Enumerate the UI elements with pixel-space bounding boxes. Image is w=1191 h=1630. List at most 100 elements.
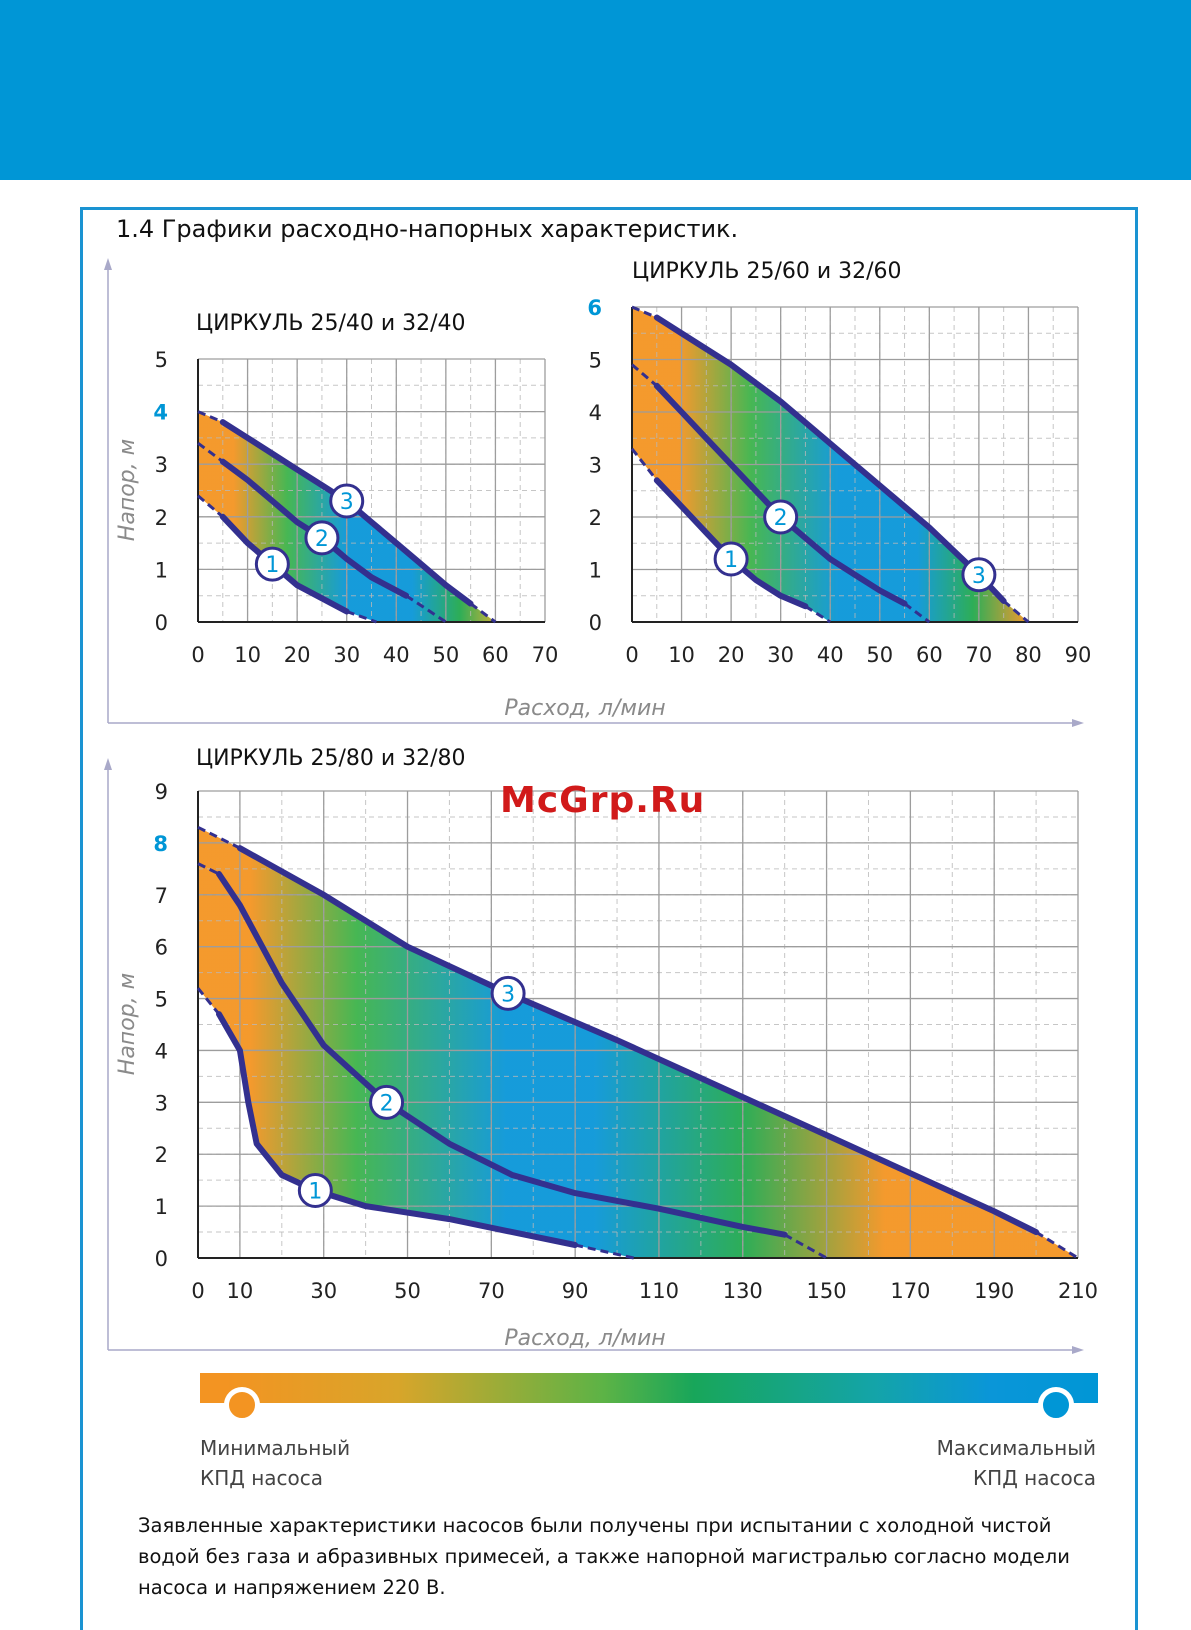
y-tick-label: 5: [589, 349, 602, 373]
curve-2-dash-start: [197, 441, 224, 463]
curve-1-dash-end: [804, 605, 832, 624]
x-tick-label: 20: [284, 643, 311, 667]
x-tick-label: 70: [966, 643, 993, 667]
chart-title: ЦИРКУЛЬ 25/60 и 32/60: [632, 259, 902, 284]
curve-label-circle-2: [369, 1084, 405, 1120]
curve-label-circle-1: [297, 1173, 333, 1209]
x-tick-label: 60: [916, 643, 943, 667]
chart-title: ЦИРКУЛЬ 25/40 и 32/40: [196, 311, 466, 336]
curve-label-3: 3: [972, 564, 986, 589]
curve-3-dash-end: [1002, 599, 1030, 624]
curve-2: [216, 871, 788, 1238]
curve-label-2: 2: [315, 527, 329, 552]
y-tick-label: 5: [155, 988, 168, 1012]
y-tick-label: 4: [589, 401, 602, 425]
curve-label-circle-3: [490, 975, 526, 1011]
y-tick-label: 7: [155, 884, 168, 908]
x-tick-label: 210: [1058, 1279, 1098, 1303]
max-efficiency-label-line2: КПД насоса: [972, 1466, 1096, 1490]
x-tick-label: 20: [718, 643, 745, 667]
y-axis-label: Напор, м: [115, 973, 140, 1075]
y-tick-label: 3: [155, 1091, 168, 1115]
curve-1: [216, 1011, 579, 1248]
curve-label-circle-3: [961, 557, 997, 593]
x-tick-label: 0: [191, 1279, 204, 1303]
y-tick-label: 0: [589, 611, 602, 635]
curve-2-dash-start: [197, 862, 220, 876]
chart-title: ЦИРКУЛЬ 25/80 и 32/80: [196, 746, 466, 771]
x-tick-label: 90: [1065, 643, 1092, 667]
x-tick-label: 50: [866, 643, 893, 667]
curve-1-dash-start: [196, 987, 221, 1016]
x-tick-label: 30: [310, 1279, 337, 1303]
curve-3: [236, 845, 1040, 1236]
curve-label-3: 3: [340, 490, 354, 515]
efficiency-gradient-bar: [200, 1373, 1098, 1403]
curve-3-dash-end: [1035, 1230, 1079, 1260]
curve-label-circle-1: [713, 541, 749, 577]
x-axis-label: Расход, л/мин: [504, 1326, 665, 1351]
x-tick-label: 170: [890, 1279, 930, 1303]
curve-label-circle-1: [254, 546, 290, 582]
x-tick-label: 80: [1015, 643, 1042, 667]
curve-label-2: 2: [380, 1091, 394, 1116]
x-tick-label: 150: [807, 1279, 847, 1303]
y-tick-label: 4: [153, 401, 168, 425]
max-efficiency-label-line1: Максимальный: [936, 1436, 1096, 1460]
watermark: McGrp.Ru: [500, 780, 706, 821]
x-tick-label: 190: [974, 1279, 1014, 1303]
curve-label-1: 1: [265, 553, 279, 578]
curve-label-circle-3: [329, 483, 365, 519]
x-tick-label: 50: [432, 643, 459, 667]
x-tick-label: 90: [562, 1279, 589, 1303]
min-efficiency-marker: [224, 1387, 260, 1423]
curve-3-dash-end: [469, 602, 497, 624]
x-tick-label: 70: [478, 1279, 505, 1303]
y-tick-label: 3: [155, 453, 168, 477]
curve-1-dash-end: [574, 1243, 635, 1260]
y-tick-label: 6: [587, 296, 602, 320]
curve-label-1: 1: [724, 548, 738, 573]
top-header-band: [0, 0, 1191, 180]
section-title: 1.4 Графики расходно-напорных характерис…: [116, 215, 739, 243]
y-tick-label: 9: [155, 780, 168, 804]
max-efficiency-label: Максимальный КПД насоса: [937, 1433, 1096, 1493]
x-tick-label: 130: [723, 1279, 763, 1303]
curve-3-dash-start: [631, 305, 658, 319]
curve-3: [653, 314, 1007, 604]
y-tick-label: 1: [589, 559, 602, 583]
x-tick-label: 70: [532, 643, 559, 667]
y-tick-label: 2: [155, 506, 168, 530]
x-tick-label: 0: [191, 643, 204, 667]
x-tick-label: 10: [227, 1279, 254, 1303]
min-efficiency-label-line1: Минимальный: [200, 1436, 351, 1460]
y-axis-arrowhead-bottom: [104, 758, 112, 770]
content-frame: [80, 207, 1138, 1630]
y-tick-label: 2: [589, 506, 602, 530]
max-efficiency-marker: [1038, 1387, 1074, 1423]
y-tick-label: 3: [589, 454, 602, 478]
y-tick-label: 5: [155, 348, 168, 372]
y-axis-arrowhead-top: [104, 258, 112, 270]
curve-2-dash-end: [903, 602, 931, 624]
min-efficiency-label: Минимальный КПД насоса: [200, 1433, 350, 1493]
x-tick-label: 110: [639, 1279, 679, 1303]
test-conditions-note: Заявленные характеристики насосов были п…: [138, 1514, 1070, 1599]
curve-2-dash-end: [783, 1233, 828, 1260]
x-tick-label: 60: [482, 643, 509, 667]
x-tick-label: 30: [333, 643, 360, 667]
y-axis-label: Напор, м: [115, 439, 140, 541]
curve-label-2: 2: [774, 506, 788, 531]
x-tick-label: 40: [817, 643, 844, 667]
curve-1-dash-start: [197, 494, 224, 518]
x-tick-label: 10: [234, 643, 261, 667]
y-tick-label: 1: [155, 1195, 168, 1219]
y-tick-label: 1: [155, 558, 168, 582]
x-tick-label: 50: [394, 1279, 421, 1303]
curve-1-dash-end: [346, 610, 377, 624]
x-tick-label: 0: [625, 643, 638, 667]
y-tick-label: 0: [155, 611, 168, 635]
x-axis-arrowhead-bottom: [1072, 1346, 1084, 1354]
curve-3-dash-start: [197, 410, 224, 424]
y-tick-label: 0: [155, 1247, 168, 1271]
